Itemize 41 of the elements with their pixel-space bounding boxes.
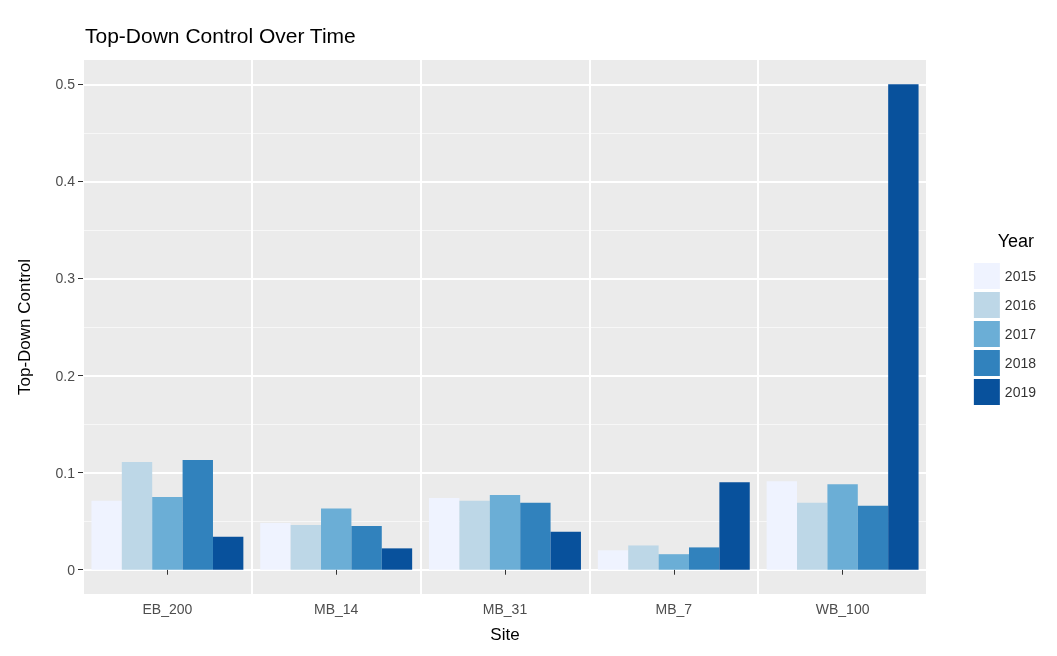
bar: [888, 84, 919, 570]
bar: [489, 494, 521, 570]
bar: [290, 525, 322, 570]
bar: [857, 505, 889, 570]
bar: [688, 547, 720, 570]
y-tick-label: 0: [67, 561, 76, 578]
bar: [827, 484, 858, 570]
legend-title: Year: [997, 231, 1035, 251]
y-tick-label: 0.2: [55, 367, 76, 384]
x-tick-label: MB_31: [482, 601, 528, 617]
y-tick-label: 0.5: [55, 76, 76, 93]
x-tick-label: EB_200: [142, 601, 193, 617]
bar: [550, 531, 581, 570]
x-tick-label: MB_7: [655, 601, 693, 617]
legend-label: 2019: [1004, 384, 1037, 400]
bar: [152, 496, 183, 570]
bar: [520, 502, 551, 570]
bar: [628, 545, 659, 570]
y-tick-label: 0.1: [55, 464, 76, 481]
bar: [597, 550, 629, 570]
legend-label: 2015: [1004, 268, 1037, 284]
bar: [212, 536, 244, 570]
bar: [321, 508, 352, 570]
bar: [658, 554, 689, 570]
bar: [351, 526, 382, 570]
bar: [797, 502, 828, 570]
bar: [719, 482, 750, 570]
legend-label: 2018: [1004, 355, 1037, 371]
legend-label: 2017: [1004, 326, 1037, 342]
y-tick-label: 0.3: [55, 270, 76, 287]
y-tick-label: 0.4: [55, 173, 76, 190]
y-axis-title: Top-Down Control: [15, 258, 34, 396]
bar: [182, 460, 213, 570]
x-tick-label: MB_14: [314, 601, 359, 617]
x-tick-label: WB_100: [815, 601, 870, 617]
legend-label: 2016: [1004, 297, 1037, 313]
x-axis-title: Site: [490, 625, 520, 644]
chart-title: Top-Down Control Over Time: [85, 24, 356, 47]
bar: [459, 500, 490, 570]
bar: [381, 548, 413, 570]
bar: [121, 461, 153, 570]
